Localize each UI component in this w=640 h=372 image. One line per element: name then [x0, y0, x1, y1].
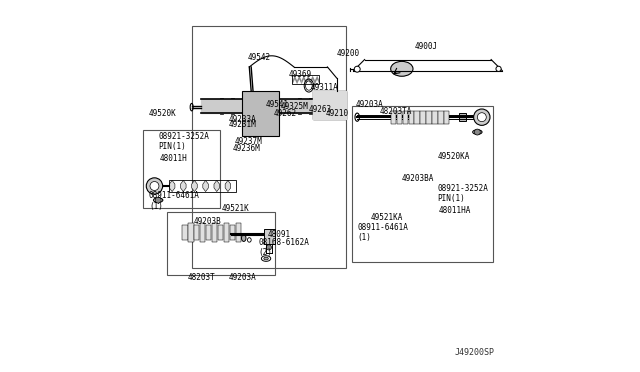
Bar — [312, 91, 346, 119]
Text: 48203TA: 48203TA — [380, 107, 412, 116]
Ellipse shape — [241, 235, 246, 241]
Text: 49311A: 49311A — [310, 83, 339, 92]
Text: 49521K: 49521K — [221, 204, 249, 213]
Bar — [408, 111, 413, 124]
Ellipse shape — [277, 107, 285, 112]
Polygon shape — [225, 180, 231, 192]
Text: 49236M: 49236M — [232, 144, 260, 153]
Text: 49203A: 49203A — [355, 100, 383, 109]
Bar — [444, 111, 449, 124]
Text: 49369: 49369 — [289, 70, 312, 79]
Bar — [188, 223, 193, 242]
Bar — [415, 111, 420, 124]
Text: 49200: 49200 — [337, 49, 360, 58]
Bar — [298, 98, 301, 114]
Bar — [397, 111, 402, 124]
Bar — [195, 225, 200, 240]
Bar — [351, 106, 493, 262]
Polygon shape — [191, 180, 197, 192]
Text: 49542: 49542 — [248, 53, 271, 62]
Text: 49325M: 49325M — [281, 102, 308, 110]
Text: 49263: 49263 — [309, 105, 332, 114]
Text: 49203A: 49203A — [229, 273, 257, 282]
Bar — [143, 130, 220, 208]
Circle shape — [496, 66, 501, 71]
Bar — [168, 212, 275, 275]
Text: 49541: 49541 — [266, 100, 289, 109]
Bar — [438, 111, 444, 124]
Bar — [403, 111, 408, 124]
Text: 4900J: 4900J — [415, 42, 438, 51]
Text: 48011H: 48011H — [160, 154, 188, 163]
Bar — [242, 91, 279, 136]
Bar — [236, 223, 241, 242]
Polygon shape — [214, 180, 220, 192]
Circle shape — [354, 66, 360, 72]
Text: 49520KA: 49520KA — [437, 152, 470, 161]
Text: 08168-6162A
(2): 08168-6162A (2) — [259, 238, 310, 257]
Circle shape — [147, 178, 163, 194]
Bar — [420, 111, 426, 124]
Text: 49203B: 49203B — [193, 217, 221, 226]
Ellipse shape — [264, 257, 268, 260]
Text: 48203T: 48203T — [188, 273, 216, 282]
Ellipse shape — [390, 61, 413, 76]
Text: 49262: 49262 — [273, 109, 296, 118]
Bar — [460, 113, 466, 121]
Bar — [426, 111, 431, 124]
Text: 08911-6461A
(1): 08911-6461A (1) — [149, 191, 200, 211]
Bar — [231, 98, 234, 114]
Circle shape — [266, 245, 271, 250]
Text: 08921-3252A
PIN(1): 08921-3252A PIN(1) — [437, 184, 488, 203]
Bar — [244, 98, 248, 114]
Bar — [433, 111, 438, 124]
Text: 49231M: 49231M — [229, 120, 257, 129]
Circle shape — [156, 197, 161, 203]
Polygon shape — [180, 180, 186, 192]
Circle shape — [474, 129, 481, 135]
Bar — [224, 223, 229, 242]
Bar — [191, 26, 346, 268]
Text: 49520K: 49520K — [149, 109, 177, 118]
Circle shape — [150, 182, 159, 190]
Bar — [212, 223, 218, 242]
Bar — [218, 225, 223, 240]
Text: 49203BA: 49203BA — [402, 174, 434, 183]
Text: 49521KA: 49521KA — [370, 213, 403, 222]
Text: 49210: 49210 — [326, 109, 349, 118]
Text: 08911-6461A
(1): 08911-6461A (1) — [357, 223, 408, 242]
Bar — [390, 111, 396, 124]
Bar — [200, 223, 205, 242]
Text: 49233A: 49233A — [229, 115, 257, 124]
Text: 08921-3252A
PIN(1): 08921-3252A PIN(1) — [158, 132, 209, 151]
Bar — [264, 229, 275, 244]
Bar — [230, 225, 235, 240]
Bar — [292, 75, 319, 84]
Circle shape — [477, 113, 486, 122]
Polygon shape — [203, 180, 209, 192]
Text: 48091: 48091 — [268, 230, 291, 239]
Bar — [170, 180, 236, 192]
Text: 48011HA: 48011HA — [439, 206, 472, 215]
Bar — [182, 225, 188, 240]
Bar — [309, 98, 312, 114]
Polygon shape — [170, 180, 175, 192]
Circle shape — [474, 109, 490, 125]
Text: J49200SP: J49200SP — [455, 348, 495, 357]
Bar — [220, 98, 223, 114]
Bar — [206, 225, 211, 240]
Text: 49237M: 49237M — [234, 137, 262, 146]
